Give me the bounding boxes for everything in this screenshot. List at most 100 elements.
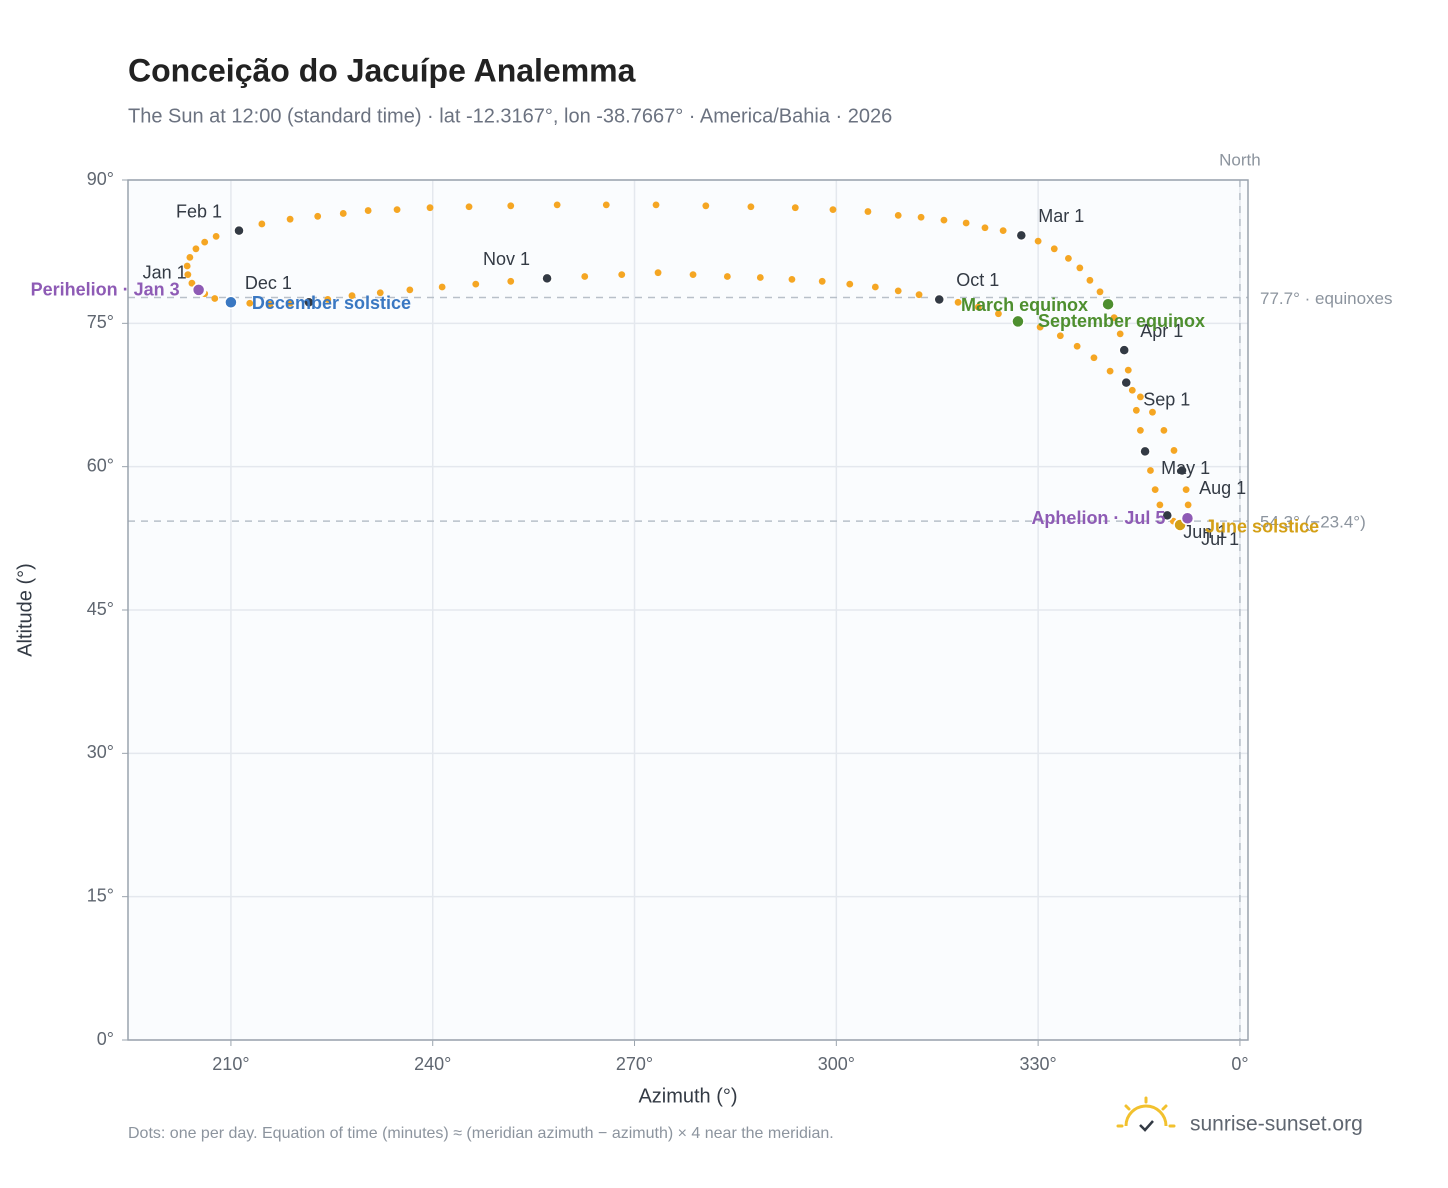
day-dot bbox=[188, 279, 196, 287]
day-dot bbox=[286, 299, 294, 307]
month-label: Aug 1 bbox=[1199, 478, 1246, 498]
day-dot bbox=[652, 201, 660, 209]
event-label: December solstice bbox=[252, 293, 411, 313]
day-dot bbox=[940, 216, 948, 224]
brand: sunrise-sunset.org bbox=[1190, 1113, 1363, 1136]
y-tick-label: 90° bbox=[87, 169, 114, 189]
day-dot bbox=[507, 277, 515, 285]
month-label: Apr 1 bbox=[1140, 321, 1183, 341]
day-dot bbox=[348, 292, 356, 300]
day-dot bbox=[1056, 332, 1064, 340]
footnote: Dots: one per day. Equation of time (min… bbox=[128, 1125, 834, 1142]
month-label: Jun 1 bbox=[1183, 522, 1227, 542]
day-dot bbox=[1124, 366, 1132, 374]
day-dot bbox=[689, 271, 697, 278]
day-dot bbox=[618, 271, 626, 278]
north-label: North bbox=[1219, 150, 1261, 169]
month-marker bbox=[1120, 376, 1132, 389]
month-label: Mar 1 bbox=[1038, 206, 1084, 226]
x-tick-label: 330° bbox=[1020, 1054, 1057, 1074]
day-dot bbox=[1156, 501, 1164, 509]
day-dot bbox=[1136, 426, 1144, 434]
day-dot bbox=[962, 219, 970, 227]
month-marker bbox=[1139, 445, 1151, 458]
day-dot bbox=[1151, 486, 1159, 493]
month-marker bbox=[1118, 344, 1130, 356]
day-dot bbox=[393, 206, 401, 214]
day-dot bbox=[894, 287, 902, 295]
day-dot bbox=[1147, 467, 1154, 474]
day-dot bbox=[818, 277, 826, 285]
day-dot bbox=[917, 213, 925, 221]
month-label: Jan 1 bbox=[143, 263, 187, 283]
event-marker bbox=[1101, 297, 1115, 311]
plot-frame bbox=[127, 179, 1249, 1041]
day-dot bbox=[465, 203, 473, 211]
day-dot bbox=[246, 299, 254, 307]
day-dot bbox=[954, 298, 962, 306]
month-label: Nov 1 bbox=[483, 249, 530, 269]
day-dot bbox=[915, 291, 923, 299]
month-marker bbox=[541, 272, 553, 285]
day-dot bbox=[553, 201, 561, 209]
day-dot bbox=[438, 283, 446, 291]
day-dot bbox=[266, 300, 274, 308]
x-tick-label: 210° bbox=[212, 1054, 249, 1074]
day-dot bbox=[1090, 354, 1098, 362]
day-dot bbox=[1170, 447, 1178, 454]
day-dot bbox=[1064, 254, 1072, 262]
chart-title: Conceição do Jacuípe Analemma bbox=[128, 52, 636, 88]
day-dot bbox=[1132, 406, 1140, 414]
day-dot bbox=[871, 283, 879, 291]
event-marker bbox=[1011, 314, 1025, 329]
day-dot bbox=[406, 286, 414, 294]
x-tick-label: 240° bbox=[414, 1054, 451, 1074]
month-marker bbox=[1161, 509, 1174, 522]
day-dot bbox=[286, 215, 294, 223]
chart-subtitle: The Sun at 12:00 (standard time) · lat -… bbox=[128, 105, 892, 127]
x-tick-label: 300° bbox=[818, 1054, 855, 1074]
day-dot bbox=[258, 220, 266, 228]
day-dot bbox=[212, 232, 220, 240]
day-dot bbox=[1136, 393, 1144, 401]
day-dot bbox=[894, 211, 902, 219]
event-marker bbox=[224, 295, 238, 310]
day-dot bbox=[829, 206, 837, 214]
day-dot bbox=[788, 275, 796, 283]
day-dot bbox=[864, 208, 872, 215]
day-dot bbox=[192, 245, 200, 253]
day-dot bbox=[339, 210, 347, 217]
reference-label: 54.3° (−23.4°) bbox=[1260, 513, 1366, 532]
event-marker bbox=[1180, 511, 1195, 526]
day-dot bbox=[314, 212, 322, 220]
day-dot bbox=[602, 201, 610, 209]
day-dot bbox=[183, 262, 191, 270]
day-dot bbox=[507, 202, 515, 210]
day-dot bbox=[1086, 276, 1094, 284]
month-label: Jul 1 bbox=[1201, 529, 1239, 549]
y-tick-label: 0° bbox=[97, 1029, 114, 1049]
day-dot bbox=[1149, 408, 1156, 416]
month-marker bbox=[303, 296, 315, 309]
month-label: Dec 1 bbox=[245, 273, 292, 293]
day-dot bbox=[995, 310, 1002, 318]
month-label: Feb 1 bbox=[176, 201, 222, 221]
day-dot bbox=[1096, 288, 1104, 296]
month-marker bbox=[933, 293, 945, 306]
marks bbox=[183, 201, 1195, 532]
event-label: September equinox bbox=[1038, 311, 1205, 331]
day-dot bbox=[756, 274, 764, 281]
day-dot bbox=[184, 271, 192, 278]
day-dot bbox=[324, 296, 332, 303]
day-dot bbox=[364, 207, 372, 214]
day-dot bbox=[376, 289, 384, 297]
x-tick-label: 0° bbox=[1231, 1054, 1248, 1074]
y-tick-label: 30° bbox=[87, 742, 114, 762]
day-dot bbox=[747, 203, 755, 211]
y-tick-label: 60° bbox=[87, 455, 114, 475]
day-dot bbox=[974, 303, 982, 311]
reference-label: 77.7° · equinoxes bbox=[1260, 289, 1393, 308]
day-dot bbox=[654, 269, 662, 277]
day-dot bbox=[426, 204, 434, 212]
